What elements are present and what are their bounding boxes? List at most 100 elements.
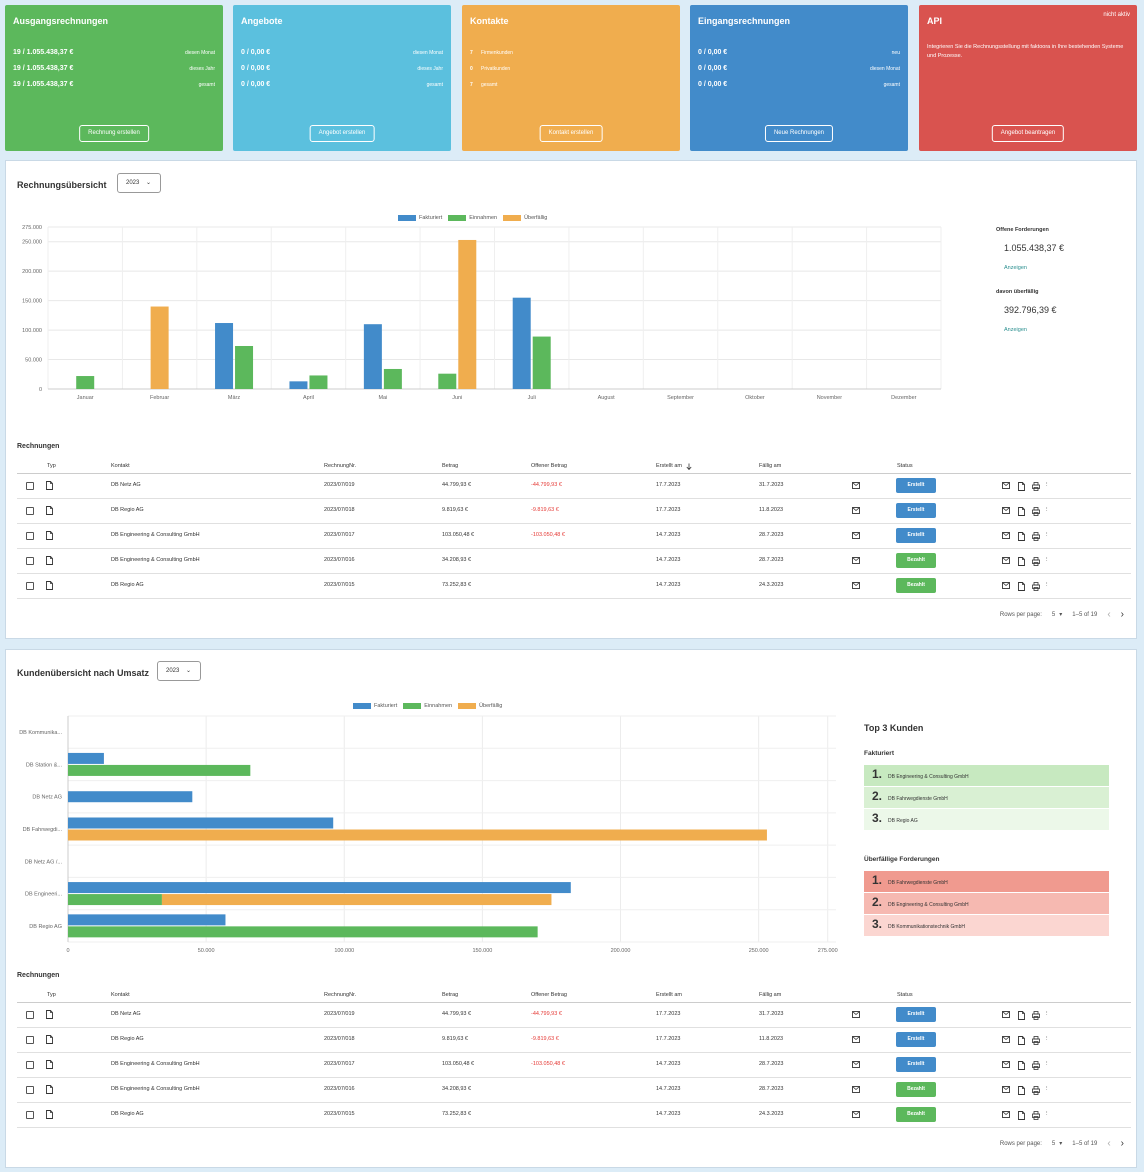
more-icon[interactable]: ⋮ — [1044, 1036, 1050, 1042]
bar-überfällig[interactable] — [161, 894, 552, 906]
more-icon[interactable]: ⋮ — [1044, 1011, 1050, 1017]
send-mail-icon[interactable] — [1002, 532, 1010, 541]
bar-fakturiert[interactable] — [363, 324, 382, 389]
print-icon[interactable] — [1032, 1111, 1040, 1120]
table-row[interactable]: DB Engineering & Consulting GmbH 2023/07… — [17, 1078, 1131, 1103]
table-row[interactable]: DB Regio AG 2023/07/018 9.819,63 € -9.81… — [17, 1028, 1131, 1053]
send-mail-icon[interactable] — [1002, 557, 1010, 566]
bar-fakturiert[interactable] — [68, 752, 104, 764]
send-mail-icon[interactable] — [1002, 1111, 1010, 1120]
status-badge[interactable]: Bezahlt — [896, 578, 936, 593]
bar-fakturiert[interactable] — [68, 882, 571, 894]
mail-icon[interactable] — [852, 1011, 860, 1018]
rows-per-page-select[interactable]: 5 ▾ — [1052, 611, 1062, 619]
row-checkbox[interactable] — [26, 1086, 34, 1094]
pdf-icon[interactable] — [1018, 482, 1026, 491]
bar-einnahmen[interactable] — [68, 894, 162, 906]
pdf-icon[interactable] — [1018, 1011, 1026, 1020]
bar-überfällig[interactable] — [150, 306, 169, 389]
legend-item[interactable]: Fakturiert — [353, 703, 397, 709]
bar-einnahmen[interactable] — [68, 764, 251, 776]
status-badge[interactable]: Bezahlt — [896, 1107, 936, 1122]
row-checkbox[interactable] — [26, 582, 34, 590]
bar-einnahmen[interactable] — [76, 376, 95, 389]
sort-desc-icon[interactable] — [686, 463, 692, 472]
bar-einnahmen[interactable] — [235, 345, 254, 389]
mail-icon[interactable] — [852, 1061, 860, 1068]
year-select[interactable]: 2023 ⌄ — [157, 661, 201, 681]
status-badge[interactable]: Erstellt — [896, 528, 936, 543]
send-mail-icon[interactable] — [1002, 1011, 1010, 1020]
send-mail-icon[interactable] — [1002, 1061, 1010, 1070]
next-page-button[interactable]: › — [1120, 609, 1124, 620]
print-icon[interactable] — [1032, 1061, 1040, 1070]
column-header-offen[interactable]: Offener Betrag — [531, 463, 567, 469]
mail-icon[interactable] — [852, 532, 860, 539]
bar-einnahmen[interactable] — [438, 373, 457, 389]
column-header-betrag[interactable]: Betrag — [442, 463, 459, 469]
row-checkbox[interactable] — [26, 1061, 34, 1069]
status-badge[interactable]: Erstellt — [896, 1032, 936, 1047]
bar-fakturiert[interactable] — [215, 323, 234, 389]
bar-einnahmen[interactable] — [309, 375, 328, 389]
legend-item[interactable]: Fakturiert — [398, 215, 442, 221]
more-icon[interactable]: ⋮ — [1044, 532, 1050, 538]
print-icon[interactable] — [1032, 582, 1040, 591]
row-checkbox[interactable] — [26, 1011, 34, 1019]
mail-icon[interactable] — [852, 1086, 860, 1093]
legend-item[interactable]: Einnahmen — [403, 703, 452, 709]
table-row[interactable]: DB Engineering & Consulting GmbH 2023/07… — [17, 524, 1131, 549]
status-badge[interactable]: Erstellt — [896, 478, 936, 493]
mail-icon[interactable] — [852, 1036, 860, 1043]
year-select[interactable]: 2023 ⌄ — [117, 173, 161, 193]
column-header-nr[interactable]: RechnungNr. — [324, 992, 357, 998]
table-row[interactable]: DB Regio AG 2023/07/015 73.252,83 € 14.7… — [17, 574, 1131, 599]
status-badge[interactable]: Erstellt — [896, 1057, 936, 1072]
mail-icon[interactable] — [852, 557, 860, 564]
create-offer-button[interactable]: Angebot erstellen — [309, 125, 375, 142]
status-badge[interactable]: Erstellt — [896, 1007, 936, 1022]
pdf-icon[interactable] — [1018, 507, 1026, 516]
more-icon[interactable]: ⋮ — [1044, 1111, 1050, 1117]
send-mail-icon[interactable] — [1002, 582, 1010, 591]
column-header-betrag[interactable]: Betrag — [442, 992, 459, 998]
bar-überfällig[interactable] — [68, 829, 767, 841]
table-row[interactable]: DB Netz AG 2023/07/019 44.799,93 € -44.7… — [17, 474, 1131, 499]
bar-überfällig[interactable] — [458, 239, 477, 389]
send-mail-icon[interactable] — [1002, 482, 1010, 491]
column-header-kontakt[interactable]: Kontakt — [111, 463, 130, 469]
mail-icon[interactable] — [852, 482, 860, 489]
column-header-offen[interactable]: Offener Betrag — [531, 992, 567, 998]
prev-page-button[interactable]: ‹ — [1107, 1138, 1111, 1149]
table-row[interactable]: DB Regio AG 2023/07/015 73.252,83 € 14.7… — [17, 1103, 1131, 1128]
column-header-status[interactable]: Status — [897, 463, 913, 469]
new-invoices-button[interactable]: Neue Rechnungen — [764, 125, 834, 142]
more-icon[interactable]: ⋮ — [1044, 482, 1050, 488]
bar-einnahmen[interactable] — [383, 368, 402, 389]
legend-item[interactable]: Überfällig — [458, 703, 502, 709]
pdf-icon[interactable] — [1018, 1111, 1026, 1120]
column-header-typ[interactable]: Typ — [47, 992, 56, 998]
more-icon[interactable]: ⋮ — [1044, 507, 1050, 513]
overdue-link[interactable]: Anzeigen — [1004, 327, 1027, 333]
column-header-faellig[interactable]: Fällig am — [759, 463, 782, 469]
print-icon[interactable] — [1032, 507, 1040, 516]
row-checkbox[interactable] — [26, 1036, 34, 1044]
pdf-icon[interactable] — [1018, 582, 1026, 591]
open-receivables-link[interactable]: Anzeigen — [1004, 265, 1027, 271]
legend-item[interactable]: Einnahmen — [448, 215, 497, 221]
mail-icon[interactable] — [852, 1111, 860, 1118]
mail-icon[interactable] — [852, 507, 860, 514]
column-header-kontakt[interactable]: Kontakt — [111, 992, 130, 998]
pdf-icon[interactable] — [1018, 532, 1026, 541]
create-contact-button[interactable]: Kontakt erstellen — [539, 125, 603, 142]
column-header-erstellt[interactable]: Erstellt am — [656, 992, 682, 998]
print-icon[interactable] — [1032, 1086, 1040, 1095]
table-row[interactable]: DB Netz AG 2023/07/019 44.799,93 € -44.7… — [17, 1003, 1131, 1028]
mail-icon[interactable] — [852, 582, 860, 589]
print-icon[interactable] — [1032, 557, 1040, 566]
bar-fakturiert[interactable] — [68, 791, 193, 803]
bar-fakturiert[interactable] — [68, 817, 334, 829]
more-icon[interactable]: ⋮ — [1044, 1061, 1050, 1067]
send-mail-icon[interactable] — [1002, 507, 1010, 516]
